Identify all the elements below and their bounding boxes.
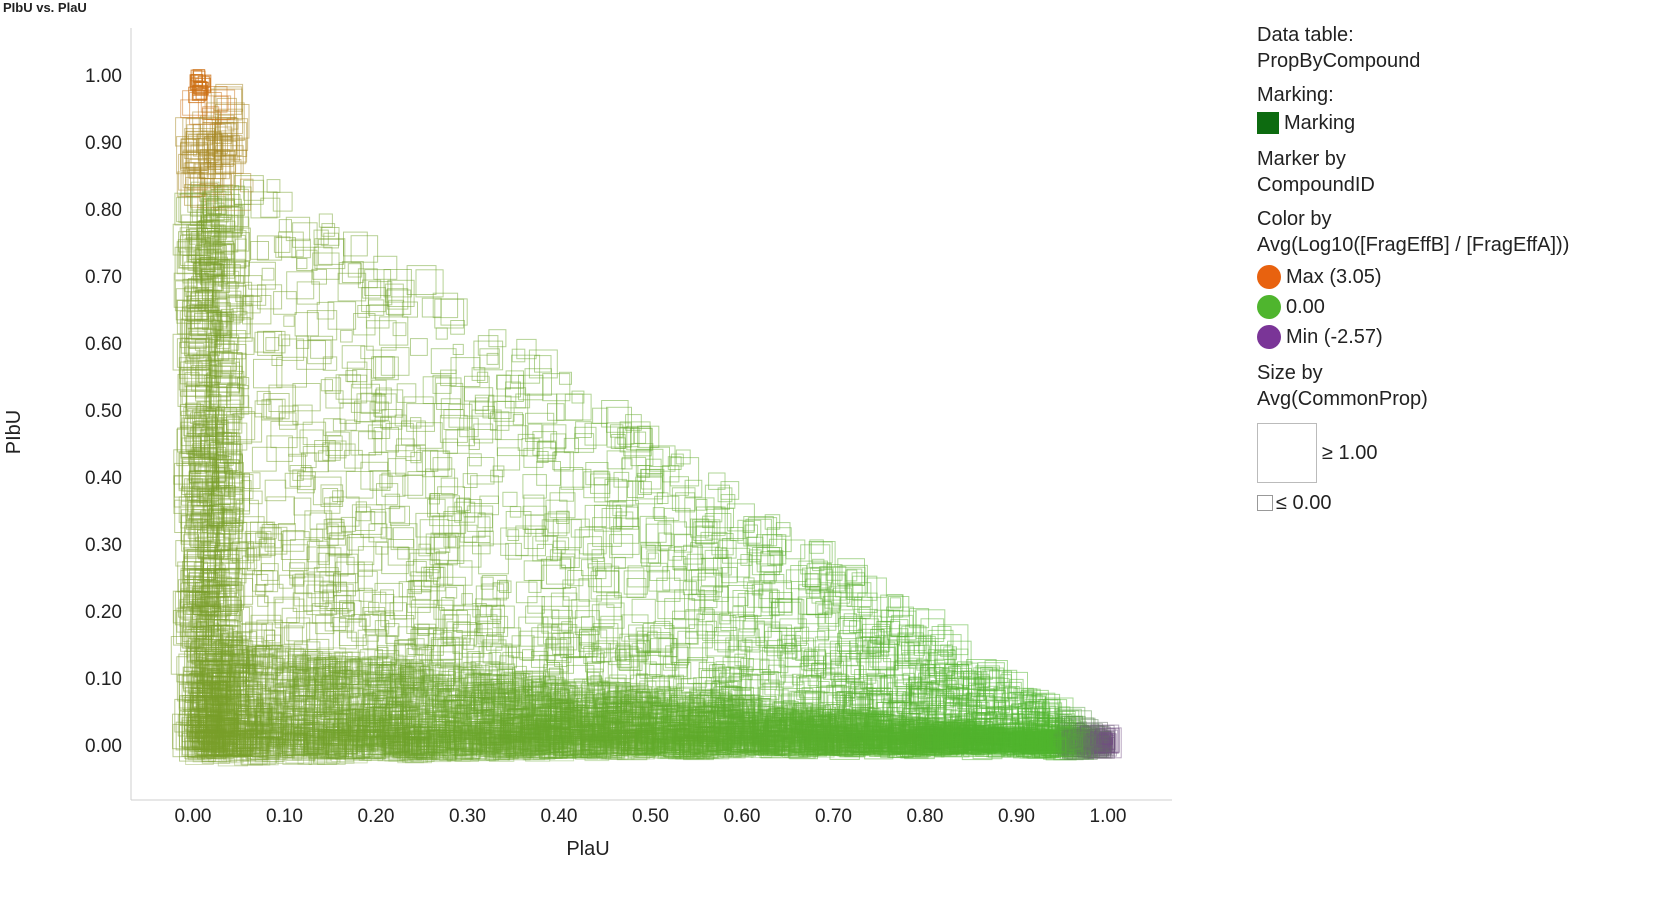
scatter-chart[interactable]: 0.00 0.10 0.20 0.30 0.40 0.50 0.60 0.70 0.80 0.90…	[0, 0, 1200, 910]
data-point[interactable]	[278, 681, 305, 707]
data-point[interactable]	[455, 691, 471, 708]
data-point[interactable]	[343, 673, 368, 698]
data-point[interactable]	[348, 739, 362, 753]
data-point[interactable]	[303, 693, 315, 705]
data-point[interactable]	[287, 699, 297, 710]
data-point[interactable]	[317, 718, 338, 739]
data-point[interactable]	[326, 683, 346, 702]
marker-layer[interactable]	[170, 69, 1122, 767]
data-point[interactable]	[413, 670, 440, 697]
data-point[interactable]	[869, 735, 891, 757]
data-point[interactable]	[575, 736, 593, 753]
data-point[interactable]	[239, 670, 263, 695]
data-point[interactable]	[582, 678, 602, 699]
data-point[interactable]	[277, 735, 303, 761]
data-point[interactable]	[424, 717, 437, 731]
plot-title: PIbU vs. PlaU	[3, 0, 87, 15]
data-point[interactable]	[692, 739, 709, 756]
data-point[interactable]	[510, 712, 521, 723]
data-point[interactable]	[358, 659, 385, 686]
data-point[interactable]	[685, 691, 705, 712]
data-point[interactable]	[338, 699, 353, 714]
data-point[interactable]	[275, 694, 285, 704]
data-point[interactable]	[462, 739, 482, 759]
data-point[interactable]	[368, 656, 394, 682]
data-point[interactable]	[388, 672, 399, 683]
data-point[interactable]	[257, 730, 279, 752]
